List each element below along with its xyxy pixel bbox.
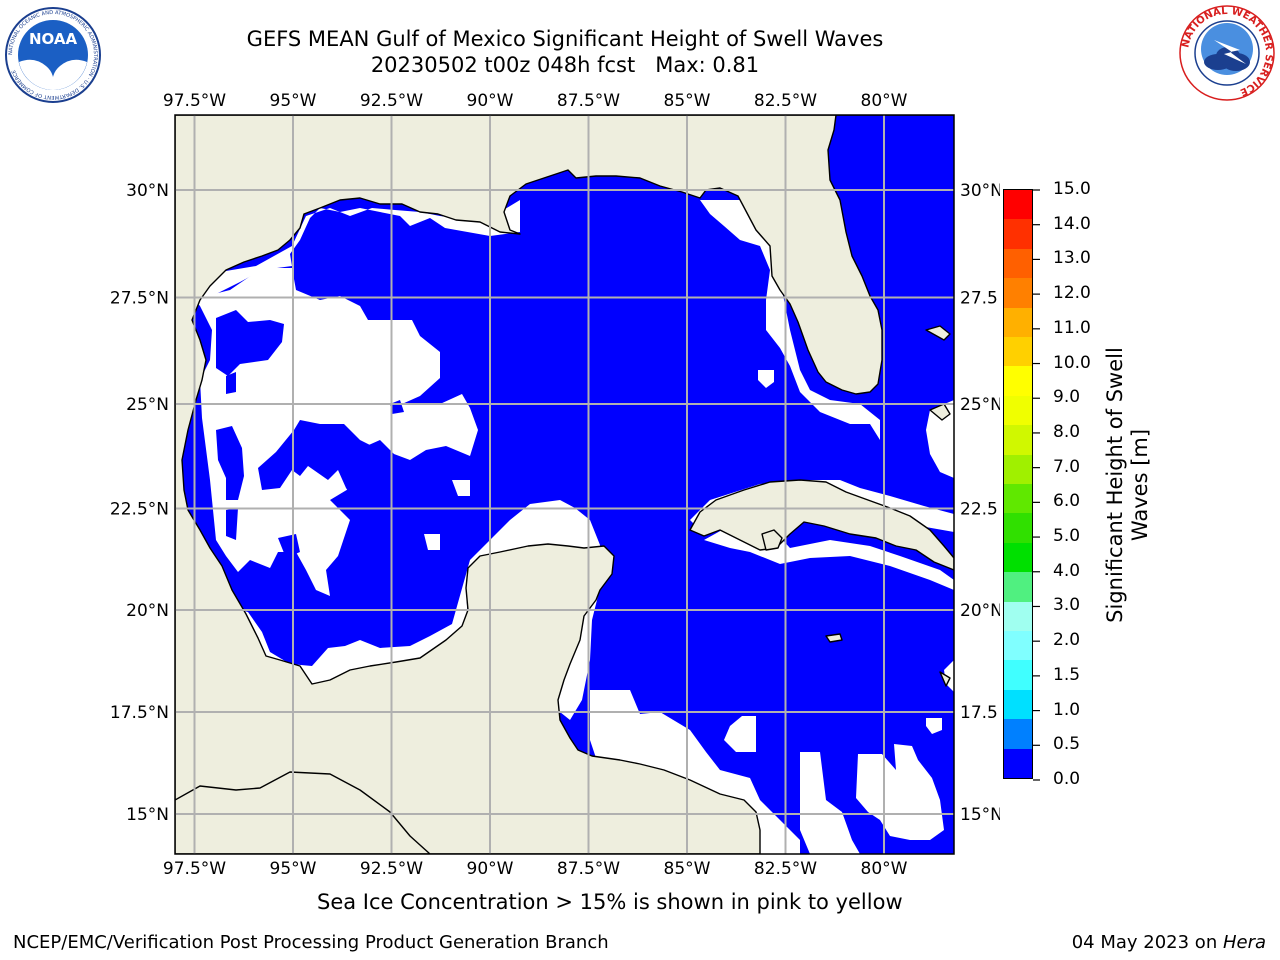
colorbar-segment	[1004, 366, 1032, 396]
lat-label: 30°N	[960, 181, 1000, 201]
map-panel: 97.5°W 95°W 92.5°W 90°W 87.5°W 85°W 82.5…	[110, 91, 1000, 879]
colorbar-segment	[1004, 219, 1032, 249]
colorbar-label: 15.0	[1053, 179, 1091, 199]
map-frame	[174, 114, 955, 855]
lat-label: 20°N	[960, 601, 1000, 621]
lat-lon-grid	[175, 115, 954, 854]
lon-label: 92.5°W	[360, 91, 423, 111]
colorbar-title: Significant Height of Swell Waves [m]	[1103, 347, 1152, 623]
colorbar-segment	[1004, 483, 1032, 514]
noaa-logo: NOAA NATIONAL OCEANIC AND ATMOSPHERIC AD…	[4, 6, 102, 104]
colorbar-label: 1.5	[1053, 664, 1081, 685]
colorbar-segment	[1004, 454, 1032, 484]
lon-labels-bottom: 97.5°W 95°W 92.5°W 90°W 87.5°W 85°W 82.5…	[163, 859, 908, 879]
lat-labels-right: 30°N 27.5 25°N 22.5 20°N 17.5 15°N	[960, 181, 1000, 825]
credit-left: NCEP/EMC/Verification Post Processing Pr…	[13, 932, 609, 953]
colorbar-label: 1.0	[1053, 699, 1081, 720]
colorbar-label: 12.0	[1053, 283, 1091, 304]
credit-date: 04 May 2023 on Hera	[1072, 932, 1266, 953]
credit-date-text: 04 May 2023 on	[1071, 932, 1223, 953]
colorbar-label: 7.0	[1053, 456, 1081, 477]
lat-label: 15°N	[126, 805, 169, 825]
lon-label: 82.5°W	[754, 91, 817, 111]
colorbar-segment	[1004, 748, 1032, 778]
colorbar-ticks	[1033, 189, 1040, 781]
colorbar-label: 14.0	[1053, 213, 1091, 234]
lat-label: 25°N	[126, 395, 169, 415]
lon-label: 80°W	[861, 91, 908, 111]
colorbar-segment	[1004, 307, 1032, 337]
colorbar-label: 6.0	[1053, 491, 1081, 512]
sea-ice-note: Sea Ice Concentration > 15% is shown in …	[317, 890, 903, 914]
colorbar-segment	[1004, 189, 1032, 220]
colorbar-label: 4.0	[1053, 560, 1081, 581]
colorbar-segment	[1004, 689, 1032, 720]
colorbar-label: 5.0	[1053, 526, 1081, 547]
lon-label: 87.5°W	[557, 859, 620, 879]
colorbar-label: 2.0	[1053, 630, 1081, 651]
title-line-1: GEFS MEAN Gulf of Mexico Significant Hei…	[246, 27, 884, 51]
colorbar-label: 11.0	[1053, 317, 1091, 338]
lat-label: 25°N	[960, 395, 1000, 415]
colorbar-segment	[1004, 719, 1032, 749]
colorbar-segment	[1004, 425, 1032, 455]
noaa-logo-text: NOAA	[29, 30, 78, 48]
colorbar-segment	[1004, 336, 1032, 367]
lon-labels-top: 97.5°W 95°W 92.5°W 90°W 87.5°W 85°W 82.5…	[163, 91, 908, 111]
colorbar-segment	[1004, 542, 1032, 573]
colorbar-segment	[1004, 660, 1032, 690]
lon-label: 87.5°W	[557, 91, 620, 111]
lat-label: 27.5°N	[110, 289, 169, 309]
lon-label: 97.5°W	[163, 859, 226, 879]
colorbar-segment	[1004, 572, 1032, 602]
colorbar-label: 9.0	[1053, 387, 1081, 408]
lon-label: 82.5°W	[754, 859, 817, 879]
colorbar	[1003, 189, 1033, 779]
credit-host: Hera	[1222, 932, 1266, 953]
colorbar-segment	[1004, 513, 1032, 543]
lat-label: 15°N	[960, 805, 1000, 825]
lon-label: 90°W	[467, 91, 514, 111]
lon-label: 92.5°W	[360, 859, 423, 879]
colorbar-label: 3.0	[1053, 595, 1081, 616]
lon-label: 85°W	[664, 859, 711, 879]
lon-label: 85°W	[664, 91, 711, 111]
lon-label: 90°W	[467, 859, 514, 879]
colorbar-label: 0.0	[1053, 769, 1081, 789]
title-line-2: 20230502 t00z 048h fcst Max: 0.81	[370, 53, 760, 77]
colorbar-segment	[1004, 395, 1032, 426]
lat-label: 20°N	[126, 601, 169, 621]
lon-label: 95°W	[270, 91, 317, 111]
lat-labels-left: 30°N 27.5°N 25°N 22.5°N 20°N 17.5°N 15°N	[110, 181, 169, 825]
lat-label: 27.5	[960, 289, 998, 309]
colorbar-label: 10.0	[1053, 352, 1091, 373]
colorbar-label: 8.0	[1053, 421, 1081, 442]
colorbar-segment	[1004, 248, 1032, 279]
lon-label: 95°W	[270, 859, 317, 879]
lat-label: 17.5	[960, 703, 998, 723]
nws-logo: NATIONAL WEATHER SERVICE	[1178, 4, 1276, 102]
colorbar-segment	[1004, 278, 1032, 308]
colorbar-segment	[1004, 601, 1032, 631]
lon-label: 80°W	[861, 859, 908, 879]
lat-label: 17.5°N	[110, 703, 169, 723]
lat-label: 22.5	[960, 500, 998, 520]
lat-label: 30°N	[126, 181, 169, 201]
land	[175, 115, 954, 854]
map-title: GEFS MEAN Gulf of Mexico Significant Hei…	[0, 26, 1130, 78]
lat-label: 22.5°N	[110, 500, 169, 520]
colorbar-label: 0.5	[1053, 734, 1081, 755]
colorbar-label: 13.0	[1053, 248, 1091, 269]
colorbar-segment	[1004, 630, 1032, 661]
lon-label: 97.5°W	[163, 91, 226, 111]
